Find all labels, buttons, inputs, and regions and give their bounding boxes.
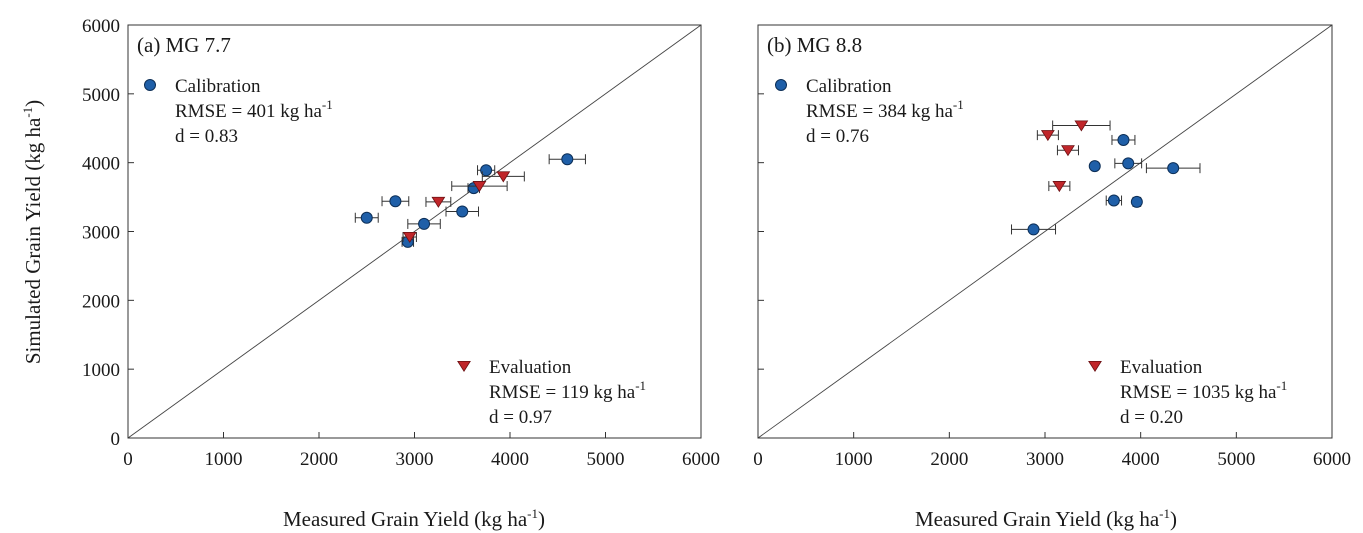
x-tick-label: 2000: [300, 449, 338, 470]
x-tick-label: 5000: [1217, 449, 1255, 470]
evaluation-point: [472, 181, 487, 193]
calibration-d-index: d = 0.83: [175, 126, 238, 147]
evaluation-legend-label: Evaluation: [489, 357, 572, 378]
calibration-rmse: RMSE = 384 kg ha-1: [806, 97, 964, 122]
one-to-one-line: [757, 24, 1333, 439]
x-axis-title-b: Measured Grain Yield (kg ha-1): [915, 506, 1177, 531]
y-tick-label: 1000: [82, 360, 120, 381]
y-tick-label: 2000: [82, 291, 120, 312]
calibration-point: [1027, 223, 1040, 236]
panel-label: (a) MG 7.7: [137, 33, 231, 57]
calibration-point: [1088, 160, 1101, 173]
calibration-legend-label: Calibration: [806, 76, 892, 97]
evaluation-point: [1052, 181, 1067, 193]
x-tick-label: 3000: [396, 449, 434, 470]
y-tick-label: 3000: [82, 223, 120, 244]
y-tick-label: 4000: [82, 154, 120, 175]
panel-mg-7-7: 0 1000 2000 3000 4000 5000 6000 0 1000 2000 3000 40…: [82, 16, 720, 470]
evaluation-d-index: d = 0.20: [1120, 407, 1183, 428]
calibration-rmse: RMSE = 401 kg ha-1: [175, 97, 333, 122]
x-tick-label: 0: [753, 449, 763, 470]
panel-label: (b) MG 8.8: [767, 33, 862, 57]
calibration-point: [1130, 195, 1143, 208]
calibration-point: [1167, 162, 1180, 175]
x-tick-label: 6000: [1313, 449, 1351, 470]
x-tick-label: 3000: [1026, 449, 1064, 470]
calibration-legend-marker: [144, 79, 156, 91]
y-axis-title: Simulated Grain Yield (kg ha-1): [20, 100, 45, 364]
x-tick-label: 5000: [587, 449, 625, 470]
panel-mg-8-8: 0 1000 2000 3000 4000 5000 6000 (b) MG 8.8 Calib…: [753, 24, 1351, 470]
evaluation-rmse: RMSE = 119 kg ha-1: [489, 378, 646, 403]
y-axis-title-exponent: -1: [20, 107, 35, 118]
one-to-one-line: [127, 24, 702, 439]
calibration-point: [360, 211, 373, 224]
evaluation-legend-marker: [457, 360, 471, 373]
calibration-legend-marker: [775, 79, 787, 91]
calibration-point: [561, 153, 574, 166]
x-tick-label: 0: [123, 449, 133, 470]
evaluation-point: [1040, 130, 1055, 142]
calibration-point: [480, 164, 493, 177]
evaluation-point: [1061, 145, 1075, 157]
evaluation-point: [496, 171, 511, 183]
x-tick-label: 4000: [491, 449, 529, 470]
evaluation-rmse: RMSE = 1035 kg ha-1: [1120, 378, 1287, 403]
y-axis-title-text: Simulated Grain Yield (kg ha: [21, 117, 45, 364]
calibration-point: [389, 195, 402, 208]
x-tick-label: 1000: [835, 449, 873, 470]
calibration-point: [1122, 157, 1135, 170]
calibration-d-index: d = 0.76: [806, 126, 869, 147]
y-tick-label: 5000: [82, 85, 120, 106]
evaluation-legend-label: Evaluation: [1120, 357, 1203, 378]
x-tick-label: 6000: [682, 449, 720, 470]
calibration-point: [1107, 194, 1120, 207]
x-axis-title-a: Measured Grain Yield (kg ha-1): [283, 506, 545, 531]
x-tick-label: 2000: [930, 449, 968, 470]
calibration-legend-label: Calibration: [175, 76, 261, 97]
evaluation-legend-marker: [1088, 360, 1102, 373]
x-tick-label: 1000: [205, 449, 243, 470]
y-tick-label: 6000: [82, 16, 120, 37]
y-tick-label: 0: [111, 429, 121, 450]
calibration-point: [418, 217, 431, 230]
evaluation-point: [1074, 120, 1089, 132]
calibration-point: [1117, 133, 1130, 146]
evaluation-d-index: d = 0.97: [489, 407, 552, 428]
evaluation-point: [402, 231, 417, 244]
x-tick-label: 4000: [1122, 449, 1160, 470]
calibration-point: [456, 205, 469, 218]
evaluation-point: [431, 196, 446, 208]
